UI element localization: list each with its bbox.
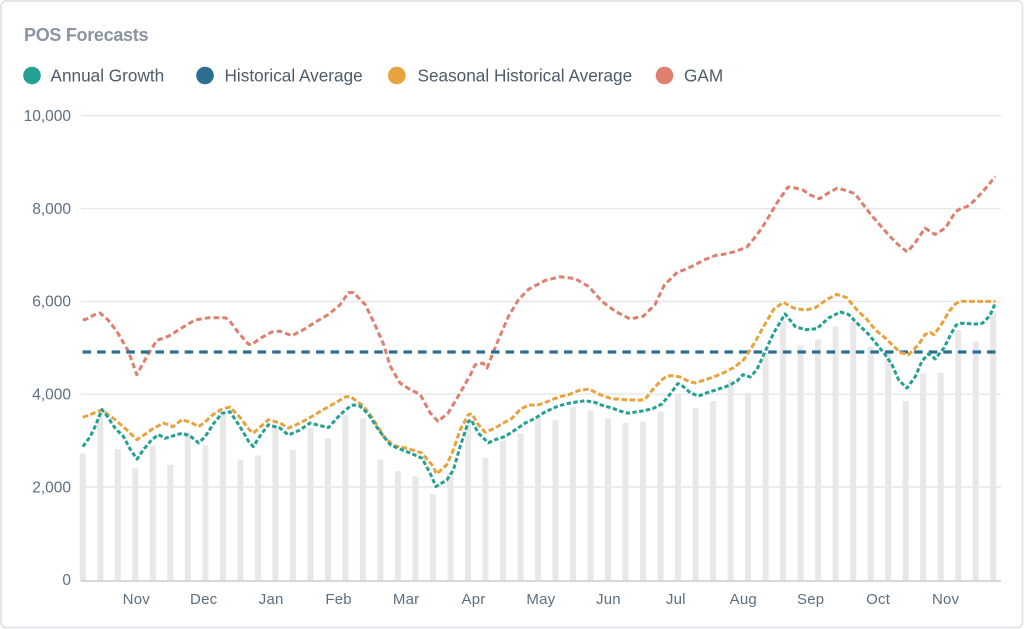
svg-text:Jan: Jan	[259, 591, 284, 608]
svg-text:10,000: 10,000	[24, 108, 72, 125]
svg-text:Oct: Oct	[866, 591, 891, 608]
svg-text:Seasonal Historical Average: Seasonal Historical Average	[418, 66, 633, 86]
svg-text:Feb: Feb	[325, 591, 351, 608]
svg-text:Jun: Jun	[596, 591, 621, 608]
svg-text:POS Forecasts: POS Forecasts	[24, 25, 148, 45]
svg-text:Nov: Nov	[123, 591, 151, 608]
svg-text:Annual Growth: Annual Growth	[51, 66, 165, 86]
svg-text:Nov: Nov	[932, 591, 960, 608]
svg-text:Apr: Apr	[462, 591, 486, 608]
svg-text:Dec: Dec	[190, 591, 218, 608]
svg-text:Mar: Mar	[393, 591, 419, 608]
svg-text:Aug: Aug	[730, 591, 757, 608]
svg-text:GAM: GAM	[684, 66, 723, 86]
svg-text:May: May	[526, 591, 555, 608]
svg-text:Historical Average: Historical Average	[225, 66, 363, 86]
svg-text:6,000: 6,000	[32, 294, 71, 311]
svg-text:Jul: Jul	[666, 591, 686, 608]
svg-text:8,000: 8,000	[32, 201, 71, 218]
svg-text:4,000: 4,000	[32, 387, 71, 404]
svg-text:Sep: Sep	[797, 591, 824, 608]
svg-text:2,000: 2,000	[32, 479, 71, 496]
svg-text:0: 0	[62, 572, 71, 589]
